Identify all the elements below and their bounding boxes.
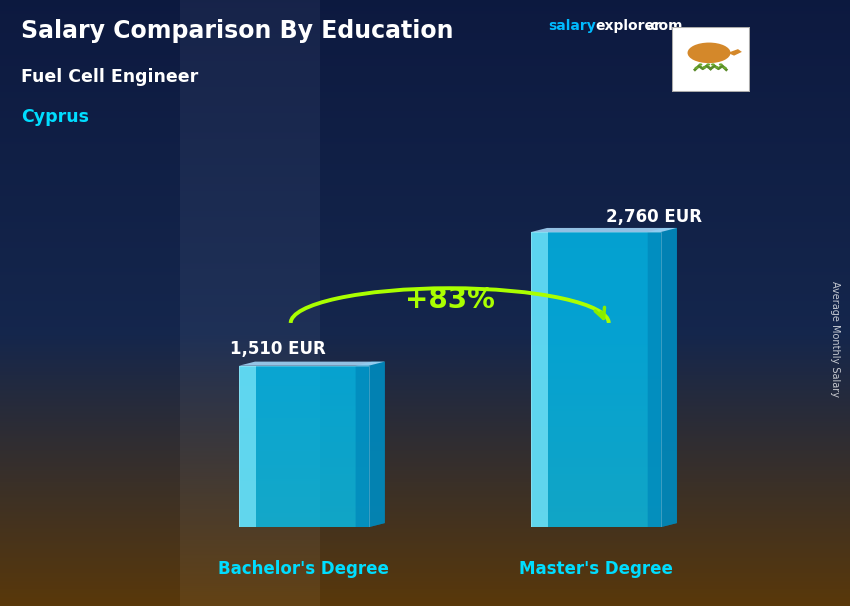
Polygon shape <box>648 228 677 527</box>
Text: Salary Comparison By Education: Salary Comparison By Education <box>21 19 454 44</box>
Text: Cyprus: Cyprus <box>21 108 89 126</box>
Polygon shape <box>728 49 742 56</box>
Text: 1,510 EUR: 1,510 EUR <box>230 340 326 358</box>
Text: Master's Degree: Master's Degree <box>518 561 672 578</box>
Polygon shape <box>239 366 369 527</box>
Polygon shape <box>660 228 677 527</box>
Polygon shape <box>369 362 385 527</box>
Ellipse shape <box>711 64 715 65</box>
Text: salary: salary <box>548 19 596 33</box>
Polygon shape <box>672 27 750 92</box>
Text: Fuel Cell Engineer: Fuel Cell Engineer <box>21 68 199 86</box>
Ellipse shape <box>715 66 719 68</box>
Polygon shape <box>531 232 660 527</box>
Polygon shape <box>531 228 677 232</box>
Text: .com: .com <box>646 19 683 33</box>
Ellipse shape <box>722 67 727 69</box>
Ellipse shape <box>706 64 711 65</box>
Polygon shape <box>531 232 547 527</box>
Ellipse shape <box>719 64 722 65</box>
Text: explorer: explorer <box>595 19 661 33</box>
Text: Average Monthly Salary: Average Monthly Salary <box>830 281 840 398</box>
Ellipse shape <box>702 66 706 68</box>
Ellipse shape <box>699 64 702 65</box>
Text: Bachelor's Degree: Bachelor's Degree <box>218 561 389 578</box>
Polygon shape <box>239 362 385 366</box>
Polygon shape <box>355 362 385 527</box>
Ellipse shape <box>694 67 699 69</box>
Text: +83%: +83% <box>405 286 495 314</box>
Ellipse shape <box>688 42 730 63</box>
Polygon shape <box>239 366 256 527</box>
Text: 2,760 EUR: 2,760 EUR <box>606 208 702 226</box>
